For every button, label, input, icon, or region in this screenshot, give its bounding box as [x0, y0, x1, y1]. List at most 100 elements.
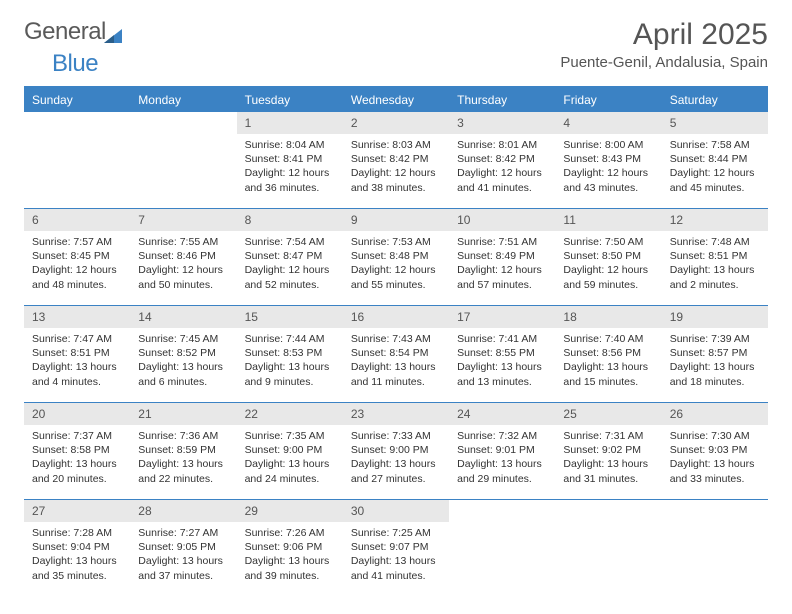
sunset-text: Sunset: 9:03 PM	[670, 443, 760, 457]
day-content-cell: Sunrise: 7:28 AMSunset: 9:04 PMDaylight:…	[24, 522, 130, 596]
day-content-cell: Sunrise: 7:47 AMSunset: 8:51 PMDaylight:…	[24, 328, 130, 403]
sunrise-text: Sunrise: 8:01 AM	[457, 138, 547, 152]
daylight-text: and 31 minutes.	[563, 472, 653, 486]
daylight-text: and 41 minutes.	[457, 181, 547, 195]
daylight-text: Daylight: 12 hours	[457, 263, 547, 277]
sunset-text: Sunset: 8:43 PM	[563, 152, 653, 166]
sunset-text: Sunset: 9:00 PM	[245, 443, 335, 457]
day-number-cell: 30	[343, 500, 449, 523]
day-header: Tuesday	[237, 88, 343, 112]
sunrise-text: Sunrise: 7:25 AM	[351, 526, 441, 540]
sunset-text: Sunset: 9:00 PM	[351, 443, 441, 457]
daylight-text: Daylight: 12 hours	[457, 166, 547, 180]
day-content-cell	[449, 522, 555, 596]
sunset-text: Sunset: 8:45 PM	[32, 249, 122, 263]
sunrise-text: Sunrise: 7:45 AM	[138, 332, 228, 346]
sunrise-text: Sunrise: 7:44 AM	[245, 332, 335, 346]
daylight-text: Daylight: 13 hours	[670, 457, 760, 471]
day-number-cell	[662, 500, 768, 523]
day-content-cell: Sunrise: 8:01 AMSunset: 8:42 PMDaylight:…	[449, 134, 555, 209]
day-number-cell: 25	[555, 403, 661, 426]
brand-part1: General	[24, 18, 106, 45]
sunset-text: Sunset: 8:50 PM	[563, 249, 653, 263]
sunrise-text: Sunrise: 7:28 AM	[32, 526, 122, 540]
daylight-text: and 20 minutes.	[32, 472, 122, 486]
daylight-text: and 6 minutes.	[138, 375, 228, 389]
day-content-row: Sunrise: 8:04 AMSunset: 8:41 PMDaylight:…	[24, 134, 768, 209]
daylight-text: Daylight: 13 hours	[138, 554, 228, 568]
sunrise-text: Sunrise: 7:48 AM	[670, 235, 760, 249]
day-number-cell: 4	[555, 112, 661, 134]
sunset-text: Sunset: 8:54 PM	[351, 346, 441, 360]
sunset-text: Sunset: 9:01 PM	[457, 443, 547, 457]
daylight-text: and 24 minutes.	[245, 472, 335, 486]
sunrise-text: Sunrise: 7:39 AM	[670, 332, 760, 346]
day-number-cell: 2	[343, 112, 449, 134]
day-header: Thursday	[449, 88, 555, 112]
sunrise-text: Sunrise: 7:54 AM	[245, 235, 335, 249]
daylight-text: and 4 minutes.	[32, 375, 122, 389]
day-number-row: 27282930	[24, 500, 768, 523]
sunrise-text: Sunrise: 7:58 AM	[670, 138, 760, 152]
sunset-text: Sunset: 9:05 PM	[138, 540, 228, 554]
day-content-cell: Sunrise: 8:03 AMSunset: 8:42 PMDaylight:…	[343, 134, 449, 209]
day-header: Wednesday	[343, 88, 449, 112]
daylight-text: and 27 minutes.	[351, 472, 441, 486]
sunrise-text: Sunrise: 7:36 AM	[138, 429, 228, 443]
sunrise-text: Sunrise: 7:33 AM	[351, 429, 441, 443]
daylight-text: Daylight: 13 hours	[245, 360, 335, 374]
daylight-text: and 11 minutes.	[351, 375, 441, 389]
day-number-cell	[449, 500, 555, 523]
month-title: April 2025	[560, 18, 768, 52]
day-number-cell: 6	[24, 209, 130, 232]
daylight-text: and 36 minutes.	[245, 181, 335, 195]
sunset-text: Sunset: 8:42 PM	[351, 152, 441, 166]
sunrise-text: Sunrise: 7:40 AM	[563, 332, 653, 346]
daylight-text: and 50 minutes.	[138, 278, 228, 292]
sunrise-text: Sunrise: 7:35 AM	[245, 429, 335, 443]
daylight-text: and 41 minutes.	[351, 569, 441, 583]
day-number-cell: 28	[130, 500, 236, 523]
daylight-text: and 2 minutes.	[670, 278, 760, 292]
day-number-cell: 7	[130, 209, 236, 232]
day-header: Sunday	[24, 88, 130, 112]
sunset-text: Sunset: 8:47 PM	[245, 249, 335, 263]
daylight-text: and 37 minutes.	[138, 569, 228, 583]
day-content-cell: Sunrise: 7:37 AMSunset: 8:58 PMDaylight:…	[24, 425, 130, 500]
day-number-row: 6789101112	[24, 209, 768, 232]
location: Puente-Genil, Andalusia, Spain	[560, 54, 768, 71]
day-number-cell: 8	[237, 209, 343, 232]
day-number-cell: 16	[343, 306, 449, 329]
day-number-cell: 15	[237, 306, 343, 329]
sunrise-text: Sunrise: 7:32 AM	[457, 429, 547, 443]
daylight-text: and 22 minutes.	[138, 472, 228, 486]
sunset-text: Sunset: 8:58 PM	[32, 443, 122, 457]
sunset-text: Sunset: 8:57 PM	[670, 346, 760, 360]
header: General Blue April 2025 Puente-Genil, An…	[24, 18, 768, 78]
daylight-text: Daylight: 13 hours	[670, 263, 760, 277]
daylight-text: and 15 minutes.	[563, 375, 653, 389]
day-content-cell	[24, 134, 130, 209]
day-number-cell: 1	[237, 112, 343, 134]
sunset-text: Sunset: 8:46 PM	[138, 249, 228, 263]
daylight-text: Daylight: 13 hours	[245, 554, 335, 568]
sunset-text: Sunset: 8:51 PM	[670, 249, 760, 263]
daylight-text: Daylight: 13 hours	[670, 360, 760, 374]
day-number-cell: 23	[343, 403, 449, 426]
daylight-text: Daylight: 13 hours	[32, 554, 122, 568]
daylight-text: Daylight: 12 hours	[563, 263, 653, 277]
day-content-cell: Sunrise: 7:43 AMSunset: 8:54 PMDaylight:…	[343, 328, 449, 403]
sunrise-text: Sunrise: 7:43 AM	[351, 332, 441, 346]
sunrise-text: Sunrise: 7:26 AM	[245, 526, 335, 540]
day-content-cell	[662, 522, 768, 596]
day-content-cell: Sunrise: 7:36 AMSunset: 8:59 PMDaylight:…	[130, 425, 236, 500]
day-content-cell: Sunrise: 7:26 AMSunset: 9:06 PMDaylight:…	[237, 522, 343, 596]
daylight-text: and 18 minutes.	[670, 375, 760, 389]
day-header: Saturday	[662, 88, 768, 112]
daylight-text: and 59 minutes.	[563, 278, 653, 292]
sunset-text: Sunset: 8:56 PM	[563, 346, 653, 360]
sunset-text: Sunset: 9:04 PM	[32, 540, 122, 554]
day-number-cell: 29	[237, 500, 343, 523]
daylight-text: Daylight: 12 hours	[351, 263, 441, 277]
brand-logo: General Blue	[24, 18, 122, 78]
